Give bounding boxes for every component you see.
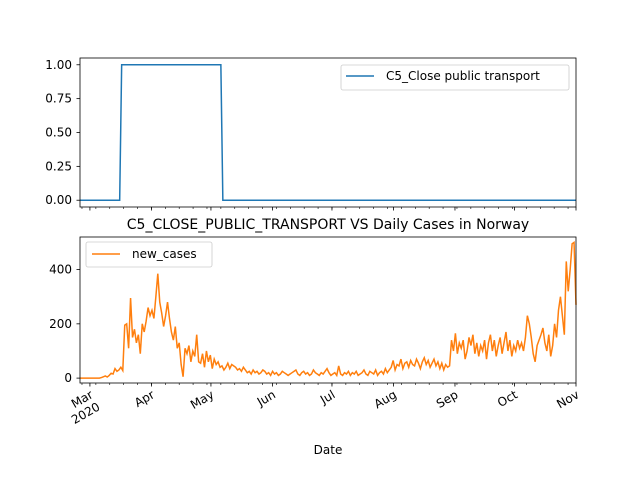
y-tick-label: 200 <box>49 317 72 331</box>
top-legend-label: C5_Close public transport <box>386 69 540 83</box>
y-tick-label: 1.00 <box>45 58 72 72</box>
bottom-title: C5_CLOSE_PUBLIC_TRANSPORT VS Daily Cases… <box>127 217 529 233</box>
y-tick-label: 0.50 <box>45 126 72 140</box>
series-line-new-cases <box>80 241 577 379</box>
series-line-c5-close-public-transport <box>80 64 576 201</box>
bottom-legend-box <box>85 241 213 268</box>
y-tick-label: 400 <box>49 263 72 277</box>
bottom-axes-frame <box>79 236 577 384</box>
x-tick-label: Nov <box>554 387 581 411</box>
y-tick-label: 0 <box>64 371 72 385</box>
x-tick-label: Sep <box>434 387 461 410</box>
y-tick-label: 0.25 <box>45 159 72 173</box>
top-subplot: 0.00 0.25 0.50 0.75 1.00 C5_Close public tra… <box>45 57 577 211</box>
bottom-legend: new_cases <box>85 241 213 268</box>
top-series-line-group <box>80 64 576 201</box>
x-tick-label: Oct <box>495 387 520 410</box>
bottom-x-ticks: Mar2020 Apr May Jun Jul Aug Sep Oct Nov <box>62 383 582 427</box>
x-tick-label: Apr <box>132 387 157 410</box>
top-legend-box <box>340 64 570 91</box>
bottom-subplot: C5_CLOSE_PUBLIC_TRANSPORT VS Daily Cases… <box>49 217 581 457</box>
bottom-series-line-group <box>80 241 577 379</box>
y-tick-label: 0.75 <box>45 92 72 106</box>
x-axis-label: Date <box>314 443 343 457</box>
top-legend: C5_Close public transport <box>340 64 570 91</box>
x-tick-label: May <box>188 387 216 412</box>
bottom-y-ticks: 0 200 400 <box>49 263 80 385</box>
x-tick-label: Mar2020 <box>62 387 103 427</box>
x-tick-label: Aug <box>372 387 399 411</box>
bottom-legend-label: new_cases <box>132 247 197 261</box>
x-tick-label: Jul <box>317 387 337 407</box>
top-x-minor-ticks <box>81 207 577 211</box>
x-tick-label: Jun <box>254 387 278 409</box>
top-y-ticks: 0.00 0.25 0.50 0.75 1.00 <box>45 58 80 207</box>
y-tick-label: 0.00 <box>45 193 72 207</box>
